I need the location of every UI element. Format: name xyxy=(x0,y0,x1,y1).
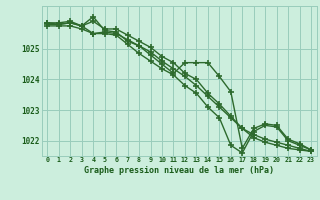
X-axis label: Graphe pression niveau de la mer (hPa): Graphe pression niveau de la mer (hPa) xyxy=(84,166,274,175)
